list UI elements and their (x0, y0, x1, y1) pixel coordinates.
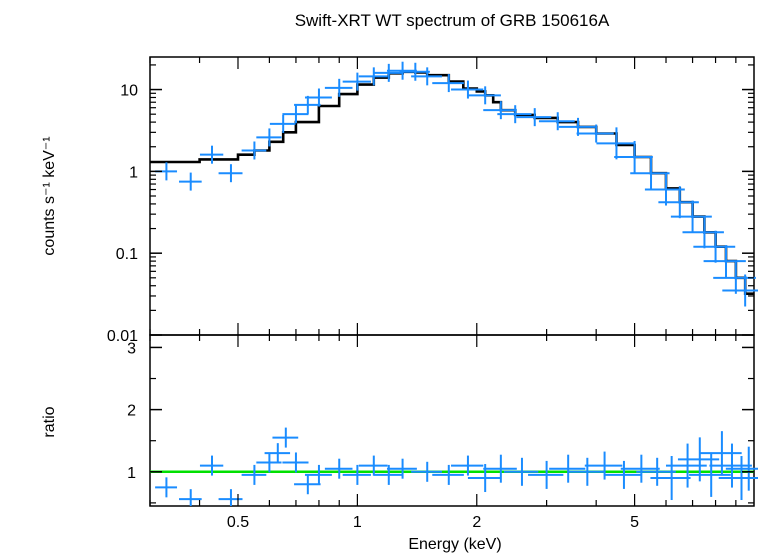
data-point (324, 78, 353, 97)
ratio-point (282, 452, 309, 473)
y-tick-label: 0.01 (107, 328, 138, 345)
data-point (373, 63, 403, 82)
ratio-point (709, 443, 752, 488)
top-axis-layer: 0.01 0.1 1 10 (107, 57, 754, 345)
ratio-point (241, 464, 267, 485)
y-tick-label: 2 (127, 403, 136, 420)
data-point (179, 172, 202, 191)
ratio-point (304, 464, 332, 485)
data-point (432, 74, 464, 93)
y-tick-label: 1 (127, 465, 136, 482)
ratio-point (342, 464, 371, 485)
ratio-point (620, 454, 660, 483)
data-point (241, 141, 267, 160)
bottom-panel-frame (149, 334, 755, 507)
x-tick-label: 1 (353, 514, 362, 531)
y-tick-label: 10 (120, 83, 138, 100)
data-point (399, 62, 430, 81)
ratio-point (294, 474, 321, 495)
model-line (150, 70, 754, 295)
ratio-point (451, 455, 484, 476)
data-point (342, 72, 371, 91)
data-point (294, 95, 321, 114)
data-point (630, 157, 670, 190)
ratio-point (528, 460, 564, 489)
data-point (358, 67, 388, 86)
ratio-point (549, 454, 586, 483)
data-point (386, 61, 417, 80)
top-panel-frame (149, 56, 755, 336)
data-point (703, 245, 746, 278)
ratio-point (155, 477, 178, 498)
data-point (682, 216, 724, 249)
data-point (269, 114, 296, 133)
ratio-point (603, 460, 643, 489)
bottom-y-axis-label: ratio (41, 406, 58, 437)
data-point (693, 230, 736, 263)
data-point (218, 164, 243, 183)
bottom-data-layer (150, 427, 758, 506)
ratio-point (264, 443, 291, 464)
ratio-point (503, 457, 539, 486)
x-tick-label: 5 (630, 514, 639, 531)
data-point (644, 173, 685, 206)
x-axis-label: Energy (keV) (408, 536, 501, 553)
y-tick-label: 0.1 (116, 246, 138, 263)
ratio-point (699, 431, 742, 476)
ratio-point (483, 454, 517, 483)
top-panel: 0.01 0.1 1 10 counts s⁻¹ keV⁻¹ (41, 56, 758, 345)
chart-title: Swift-XRT WT spectrum of GRB 150616A (295, 11, 610, 30)
ratio-point (386, 458, 417, 479)
ratio-point (199, 455, 224, 476)
ratio-point (411, 461, 442, 482)
ratio-point (689, 452, 731, 497)
ratio-point (272, 427, 299, 448)
data-point (483, 101, 517, 120)
ratio-point (218, 489, 243, 506)
y-tick-label: 3 (127, 340, 136, 357)
ratio-point (725, 446, 758, 491)
ratio-point (636, 457, 676, 486)
top-data-layer (150, 61, 758, 307)
ratio-point (650, 456, 691, 501)
data-point (199, 145, 224, 164)
data-point (497, 105, 532, 124)
data-point (596, 127, 635, 160)
data-point (576, 124, 614, 143)
ratio-point (179, 489, 202, 506)
data-point (538, 112, 575, 131)
ratio-point (358, 455, 388, 476)
data-point (467, 86, 501, 105)
data-point (304, 88, 332, 107)
bottom-panel: 1 2 3 0.5 1 2 5 ratio Energy (keV) (41, 334, 758, 553)
data-point (411, 67, 442, 86)
data-point (614, 140, 653, 173)
ratio-point (567, 457, 605, 486)
data-point (256, 128, 282, 147)
top-y-axis-label: counts s⁻¹ keV⁻¹ (41, 136, 58, 255)
y-tick-label: 1 (129, 164, 138, 181)
ratio-point (718, 456, 758, 501)
ratio-point (432, 464, 464, 485)
ratio-point (324, 458, 353, 479)
bottom-axis-layer: 1 2 3 0.5 1 2 5 (127, 335, 754, 531)
x-tick-label: 0.5 (227, 514, 249, 531)
x-tick-label: 2 (472, 514, 481, 531)
data-point (722, 274, 758, 307)
data-point (516, 108, 552, 127)
data-point (282, 105, 309, 124)
